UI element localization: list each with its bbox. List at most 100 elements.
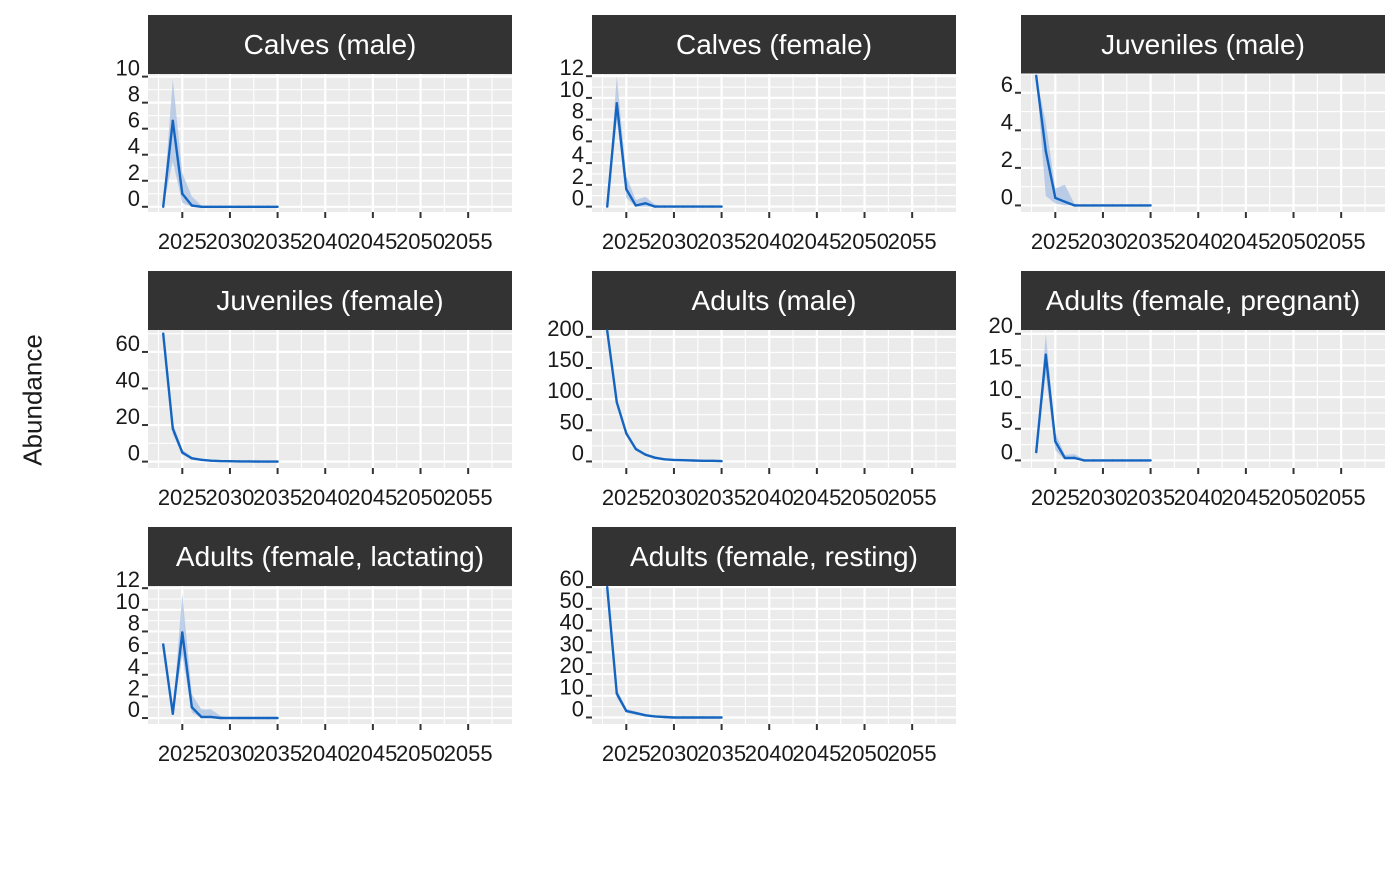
- x-tick-label: 2045: [792, 741, 841, 766]
- y-tick-label: 2: [1001, 147, 1013, 172]
- y-tick-label: 60: [560, 566, 584, 591]
- y-tick-label: 8: [128, 82, 140, 107]
- data-point: [190, 204, 194, 207]
- data-point: [200, 205, 203, 208]
- x-tick-label: 2040: [1174, 485, 1223, 510]
- facet-title: Juveniles (female): [216, 285, 443, 316]
- data-point: [162, 332, 165, 335]
- data-point: [672, 205, 676, 208]
- y-tick-label: 12: [116, 567, 140, 592]
- data-point: [181, 451, 184, 454]
- data-point: [171, 712, 174, 715]
- x-tick-label: 2025: [158, 485, 207, 510]
- x-tick-label: 2050: [396, 485, 445, 510]
- data-point: [238, 716, 241, 720]
- data-point: [625, 432, 628, 435]
- y-tick-label: 8: [128, 610, 140, 635]
- x-tick-label: 2045: [348, 485, 397, 510]
- facet-strip: [592, 271, 956, 330]
- y-tick-label: 0: [572, 440, 584, 465]
- data-point: [710, 205, 714, 208]
- y-tick-label: 60: [116, 331, 140, 356]
- x-tick-label: 2035: [1126, 229, 1175, 254]
- data-point: [1111, 459, 1114, 462]
- x-tick-label: 2050: [840, 229, 889, 254]
- facet-panel: Juveniles (male) 0 2 4 6 20252030203520402045…: [1001, 15, 1385, 254]
- data-point: [720, 205, 723, 208]
- x-tick-label: 2035: [1126, 485, 1175, 510]
- data-point: [672, 716, 676, 719]
- y-tick-label: 20: [560, 653, 584, 678]
- x-tick-label: 2055: [1317, 485, 1366, 510]
- x-tick-label: 2030: [1078, 229, 1127, 254]
- facet-title: Adults (female, resting): [630, 541, 918, 572]
- y-tick-label: 4: [1001, 109, 1013, 134]
- data-point: [606, 205, 609, 208]
- data-point: [1139, 459, 1143, 462]
- data-point: [181, 631, 184, 634]
- data-point: [247, 716, 251, 720]
- data-point: [606, 329, 609, 332]
- data-point: [682, 459, 685, 462]
- x-tick-label: 2040: [745, 741, 794, 766]
- x-tick-label: 2050: [1269, 229, 1318, 254]
- facet-title: Adults (male): [692, 285, 857, 316]
- data-point: [238, 460, 241, 463]
- data-point: [701, 459, 704, 463]
- y-tick-label: 0: [572, 186, 584, 211]
- y-tick-label: 0: [128, 441, 140, 466]
- x-tick-label: 2050: [396, 229, 445, 254]
- x-tick-label: 2025: [1031, 485, 1080, 510]
- data-point: [1054, 196, 1057, 200]
- y-tick-label: 4: [128, 654, 140, 679]
- data-point: [1092, 459, 1095, 462]
- y-tick-label: 0: [572, 696, 584, 721]
- data-point: [171, 427, 174, 430]
- data-point: [1082, 204, 1086, 207]
- y-tick-label: 20: [989, 313, 1013, 338]
- x-tick-label: 2030: [649, 229, 698, 254]
- y-tick-label: 20: [116, 404, 140, 429]
- data-point: [663, 458, 666, 461]
- y-tick-label: 2: [572, 164, 584, 189]
- x-tick-label: 2050: [840, 485, 889, 510]
- data-point: [634, 711, 638, 715]
- data-point: [228, 460, 232, 463]
- data-point: [1101, 204, 1105, 207]
- x-tick-label: 2030: [205, 485, 254, 510]
- data-point: [1073, 204, 1076, 207]
- y-tick-label: 10: [116, 56, 140, 81]
- data-point: [247, 460, 251, 463]
- data-point: [625, 187, 628, 191]
- facet-strip: [148, 15, 512, 74]
- x-tick-label: 2050: [840, 741, 889, 766]
- x-tick-label: 2055: [1317, 229, 1366, 254]
- panel-background: [592, 74, 956, 212]
- facet-panel: Juveniles (female)0204060202520302035204…: [116, 271, 512, 510]
- confidence-ribbon: [1036, 75, 1151, 206]
- data-point: [606, 585, 609, 589]
- x-tick-label: 2035: [253, 485, 302, 510]
- data-point: [1149, 459, 1152, 462]
- x-tick-label: 2025: [602, 485, 651, 510]
- y-tick-label: 15: [989, 344, 1013, 369]
- data-point: [615, 692, 618, 695]
- data-point: [209, 715, 213, 719]
- data-point: [1035, 74, 1038, 78]
- data-point: [701, 205, 704, 208]
- data-point: [625, 709, 628, 713]
- data-point: [1120, 459, 1124, 462]
- y-tick-label: 0: [128, 697, 140, 722]
- data-point: [1063, 200, 1067, 203]
- y-tick-label: 50: [560, 409, 584, 434]
- data-point: [1149, 204, 1152, 207]
- data-point: [682, 716, 685, 719]
- data-point: [1044, 353, 1047, 356]
- x-tick-label: 2055: [888, 229, 937, 254]
- data-point: [1073, 456, 1076, 460]
- data-point: [663, 205, 666, 208]
- x-tick-label: 2035: [253, 741, 302, 766]
- data-point: [1063, 456, 1067, 460]
- x-tick-label: 2030: [205, 229, 254, 254]
- data-point: [682, 205, 685, 208]
